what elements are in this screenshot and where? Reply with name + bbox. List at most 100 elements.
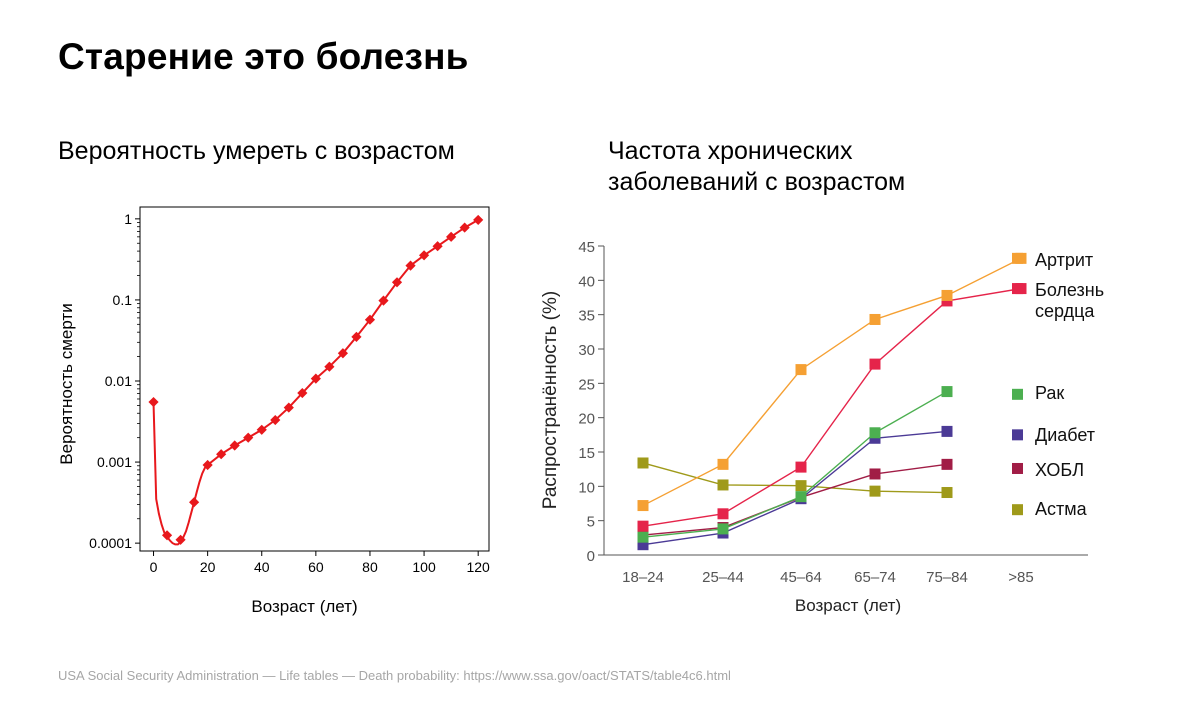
left-chart-title: Вероятность умереть с возрастом [58, 137, 455, 165]
series-line [642, 257, 1022, 507]
data-point [229, 440, 240, 451]
data-point [717, 458, 729, 470]
x-axis-label: Возраст (лет) [795, 596, 901, 615]
right-chart-title-line-2: заболеваний с возрастом [608, 168, 906, 196]
data-point [405, 260, 416, 271]
data-point [869, 358, 881, 370]
x-tick-label: 18–24 [622, 569, 664, 586]
legend-marker [1012, 252, 1023, 264]
data-point [364, 314, 376, 325]
data-point [869, 313, 881, 325]
series-line [642, 287, 1022, 527]
legend-label: Диабет [1035, 425, 1095, 445]
data-point [337, 348, 348, 359]
y-tick-label: 45 [578, 239, 595, 256]
y-tick-label: 35 [578, 308, 595, 325]
data-point [795, 364, 807, 376]
x-tick-label: 80 [362, 559, 378, 575]
legend-marker [1012, 283, 1023, 295]
data-point [418, 250, 430, 261]
x-tick-label: 45–64 [780, 569, 822, 586]
data-point [378, 295, 389, 306]
y-tick-label: 10 [578, 479, 595, 496]
data-point [243, 432, 254, 443]
data-point [216, 449, 227, 460]
data-point [324, 361, 335, 372]
data-point [717, 508, 729, 520]
y-tick-label: 5 [587, 514, 595, 531]
data-point [869, 468, 881, 480]
data-point [175, 534, 186, 545]
x-tick-label: 25–44 [702, 569, 744, 586]
x-tick-label: 120 [466, 559, 490, 575]
y-axis-label: Распространённость (%) [540, 291, 561, 509]
data-point [391, 277, 403, 288]
data-point [637, 531, 649, 543]
legend-marker [1012, 388, 1023, 400]
legend-label: Рак [1035, 383, 1064, 403]
y-tick-label: 15 [578, 445, 595, 462]
legend-label: сердца [1035, 301, 1095, 321]
data-point [795, 461, 807, 473]
page-title: Старение это болезнь [58, 36, 469, 77]
data-point [270, 414, 281, 426]
data-point [283, 402, 294, 413]
legend-label: Астма [1035, 499, 1088, 519]
data-point [795, 491, 807, 503]
legend-label: Артрит [1035, 250, 1093, 270]
y-tick-label: 0.1 [113, 292, 133, 308]
data-point [297, 387, 308, 399]
data-point [637, 520, 649, 532]
plot-frame [139, 206, 490, 552]
x-tick-label: >85 [1008, 569, 1033, 586]
data-point [941, 487, 953, 499]
legend-marker [1012, 429, 1023, 441]
data-point [941, 425, 953, 437]
legend-marker [1012, 504, 1023, 516]
x-tick-label: 40 [254, 559, 270, 575]
x-axis-label: Возраст (лет) [251, 597, 357, 616]
y-tick-label: 40 [578, 273, 595, 290]
x-tick-label: 75–84 [926, 569, 968, 586]
right-chart-title: Частота хронических заболеваний с возрас… [608, 136, 968, 198]
data-point [941, 458, 953, 470]
y-axis-label: Вероятность смерти [57, 303, 76, 464]
data-point [351, 331, 362, 342]
data-point [717, 523, 729, 535]
legend-label: ХОБЛ [1035, 460, 1084, 480]
x-tick-label: 65–74 [854, 569, 896, 586]
legend-marker [1012, 462, 1023, 474]
y-tick-label: 1 [124, 211, 132, 227]
data-point [869, 485, 881, 497]
data-point [637, 457, 649, 469]
y-tick-label: 0 [587, 548, 595, 565]
data-point [941, 289, 953, 301]
right-chart-title-line-1: Частота хронических [608, 137, 853, 165]
data-point [941, 386, 953, 398]
y-tick-label: 30 [578, 342, 595, 359]
data-point [869, 427, 881, 439]
data-point [795, 480, 807, 492]
y-tick-label: 20 [578, 411, 595, 428]
data-point [473, 214, 484, 226]
data-point [637, 500, 649, 512]
source-note: USA Social Security Administration — Lif… [58, 668, 731, 683]
data-point [202, 459, 213, 471]
series-line [642, 462, 948, 494]
legend-label: Болезнь [1035, 280, 1104, 300]
series-line [642, 390, 948, 538]
x-tick-label: 0 [150, 559, 158, 575]
y-tick-label: 0.01 [105, 373, 132, 389]
series-line [642, 430, 948, 546]
y-tick-label: 25 [578, 376, 595, 393]
x-tick-label: 60 [308, 559, 324, 575]
data-point [256, 424, 267, 435]
x-tick-label: 100 [412, 559, 436, 575]
y-tick-label: 0.0001 [89, 535, 132, 551]
y-tick-label: 0.001 [97, 454, 132, 470]
data-point [717, 479, 729, 491]
x-tick-label: 20 [200, 559, 216, 575]
data-point [310, 373, 321, 384]
